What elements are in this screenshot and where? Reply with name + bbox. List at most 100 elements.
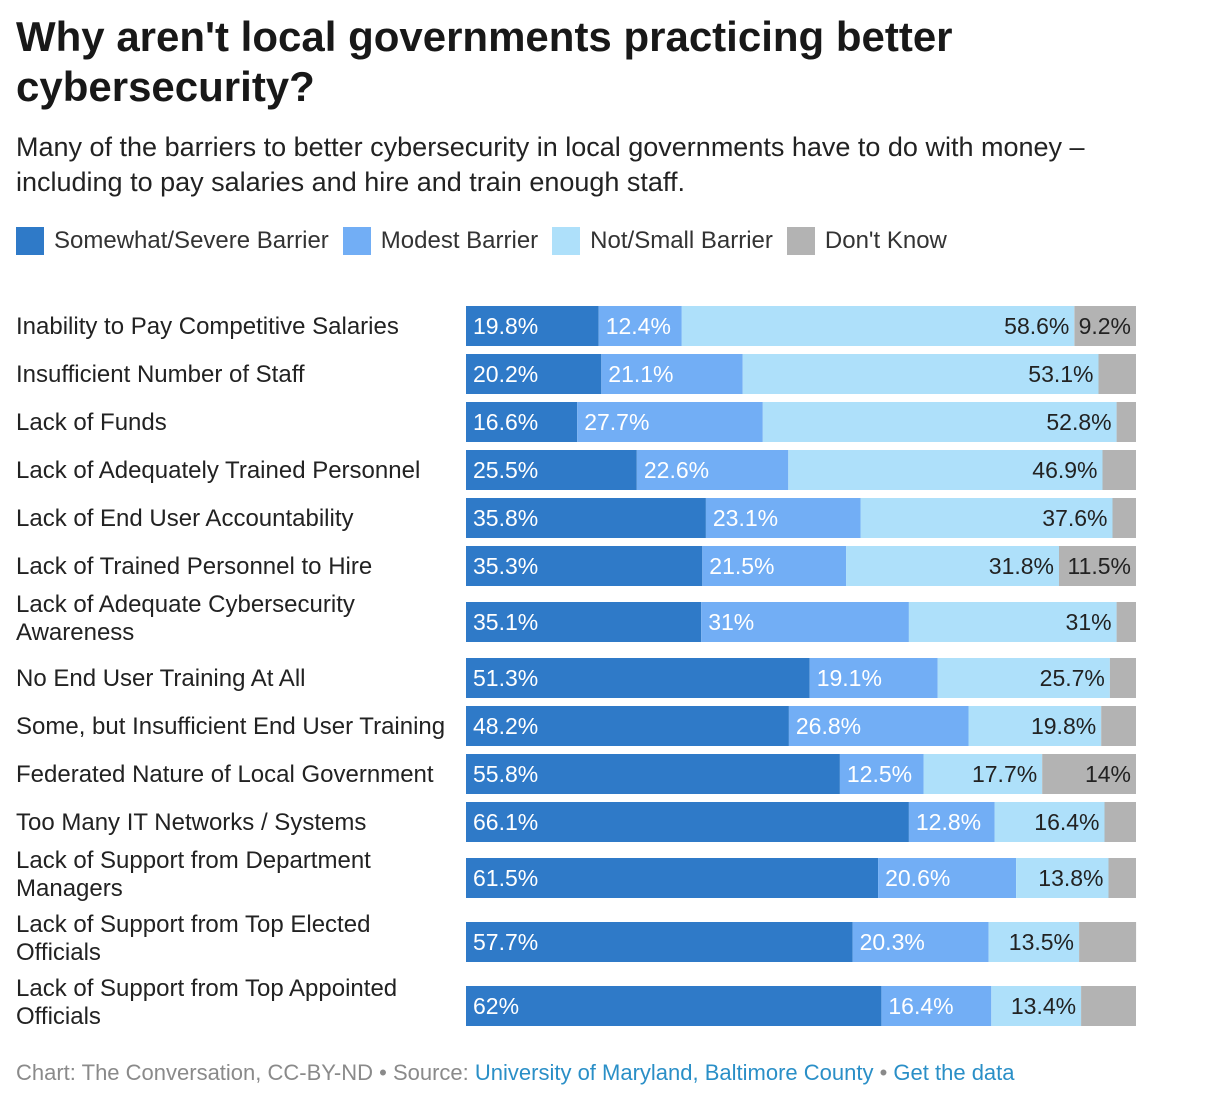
bar-segment — [466, 802, 909, 842]
bar-segment — [705, 498, 861, 538]
data-label: 31% — [1066, 609, 1112, 635]
data-label: 12.4% — [606, 313, 671, 339]
data-label: 55.8% — [473, 761, 538, 787]
data-label: 19.8% — [1031, 713, 1096, 739]
data-label: 12.5% — [847, 761, 912, 787]
data-label: 25.7% — [1040, 665, 1105, 691]
category-label: Some, but Insufficient End User Training — [16, 713, 445, 740]
data-label: 35.8% — [473, 505, 538, 531]
legend-item-not-small: Not/Small Barrier — [552, 227, 773, 255]
legend-label: Not/Small Barrier — [590, 227, 773, 254]
data-label: 31% — [708, 609, 754, 635]
bar-segment — [466, 450, 637, 490]
category-label: Lack of Adequately Trained Personnel — [16, 457, 420, 484]
data-label: 53.1% — [1028, 361, 1093, 387]
bar-segment — [860, 498, 1113, 538]
footer-separator: • — [873, 1060, 894, 1085]
legend-swatch — [16, 227, 44, 255]
bar-segment — [742, 354, 1099, 394]
bar-segment — [1116, 602, 1136, 642]
data-label: 62% — [473, 993, 519, 1019]
category-label: Lack of Support from Top Appointed Offici… — [16, 975, 397, 1030]
bar-segment — [466, 602, 702, 642]
data-label: 35.1% — [473, 609, 538, 635]
legend-item-somewhat-severe: Somewhat/Severe Barrier — [16, 227, 329, 255]
data-label: 37.6% — [1042, 505, 1107, 531]
bar-segment — [466, 858, 879, 898]
bar-segment — [1102, 450, 1136, 490]
bar-segment — [466, 986, 882, 1026]
category-label: Lack of Support from Top Elected Official… — [16, 911, 370, 966]
bar-segment — [908, 602, 1117, 642]
data-label: 23.1% — [713, 505, 778, 531]
bar-segment — [701, 602, 909, 642]
footer-credit: Chart: The Conversation, CC-BY-ND • Sour… — [16, 1060, 475, 1085]
bar-segment — [577, 402, 763, 442]
data-label: 31.8% — [989, 553, 1054, 579]
get-the-data-link[interactable]: Get the data — [893, 1060, 1015, 1085]
bar-segment — [1079, 922, 1137, 962]
category-label: No End User Training At All — [16, 665, 305, 692]
legend-swatch — [786, 227, 815, 255]
bar-segment — [466, 754, 840, 794]
category-label: Inability to Pay Competitive Salaries — [16, 313, 399, 340]
bar-segment — [878, 858, 1017, 898]
legend-label: Somewhat/Severe Barrier — [54, 227, 329, 254]
data-label: 25.5% — [473, 457, 538, 483]
bar-segment — [466, 498, 706, 538]
data-label: 12.8% — [916, 809, 981, 835]
data-label: 21.5% — [709, 553, 774, 579]
category-label: Too Many IT Networks / Systems — [16, 809, 366, 836]
legend-swatch — [552, 227, 581, 255]
category-label: Lack of Trained Personnel to Hire — [16, 553, 372, 580]
data-label: 22.6% — [644, 457, 709, 483]
stacked-bar-chart: Inability to Pay Competitive Salaries 19.… — [16, 306, 1137, 1030]
bar-segment — [1104, 802, 1136, 842]
bar-segment — [881, 986, 992, 1026]
bar-segment — [466, 706, 789, 746]
legend: Somewhat/Severe Barrier Modest Barrier N… — [16, 224, 961, 258]
bar-segment — [1016, 858, 1109, 898]
bar-segment — [762, 402, 1117, 442]
chart-subtitle: Many of the barriers to better cybersecu… — [16, 132, 1085, 197]
bar-segment — [923, 754, 1043, 794]
bar-segment — [1108, 858, 1136, 898]
bar-segment — [466, 306, 599, 346]
data-label: 17.7% — [972, 761, 1037, 787]
bar-segment — [908, 802, 995, 842]
data-label: 13.8% — [1038, 865, 1103, 891]
bar-segment — [852, 922, 989, 962]
category-label: Lack of End User Accountability — [16, 505, 354, 532]
bar-segment — [466, 354, 602, 394]
legend-item-modest: Modest Barrier — [342, 227, 538, 255]
data-label: 13.4% — [1011, 993, 1076, 1019]
data-label: 61.5% — [473, 865, 538, 891]
bar-segment — [1112, 498, 1136, 538]
bar-segment — [1101, 706, 1136, 746]
legend-label: Don't Know — [824, 227, 947, 254]
data-label: 16.6% — [473, 409, 538, 435]
bar-segment — [788, 706, 969, 746]
bar-segment — [788, 450, 1103, 490]
bar-segment — [1074, 306, 1136, 346]
data-label: 48.2% — [473, 713, 538, 739]
bar-segment — [1059, 546, 1136, 586]
data-label: 21.1% — [608, 361, 673, 387]
data-label: 16.4% — [1034, 809, 1099, 835]
data-label: 9.2% — [1079, 313, 1131, 339]
data-label: 46.9% — [1032, 457, 1097, 483]
bar-segment — [702, 546, 847, 586]
source-link[interactable]: University of Maryland, Baltimore County — [474, 1060, 874, 1085]
bar-segment — [846, 546, 1059, 586]
data-label: 26.8% — [796, 713, 861, 739]
bar-segment — [839, 754, 924, 794]
footer: Chart: The Conversation, CC-BY-ND • Sour… — [16, 1060, 1015, 1086]
category-label: Insufficient Number of Staff — [16, 361, 305, 388]
data-label: 27.7% — [584, 409, 649, 435]
category-label: Federated Nature of Local Government — [16, 761, 434, 788]
data-label: 35.3% — [473, 553, 538, 579]
bar-segment — [1081, 986, 1136, 1026]
bar-segment — [1042, 754, 1136, 794]
data-label: 66.1% — [473, 809, 538, 835]
data-label: 11.5% — [1067, 553, 1131, 579]
